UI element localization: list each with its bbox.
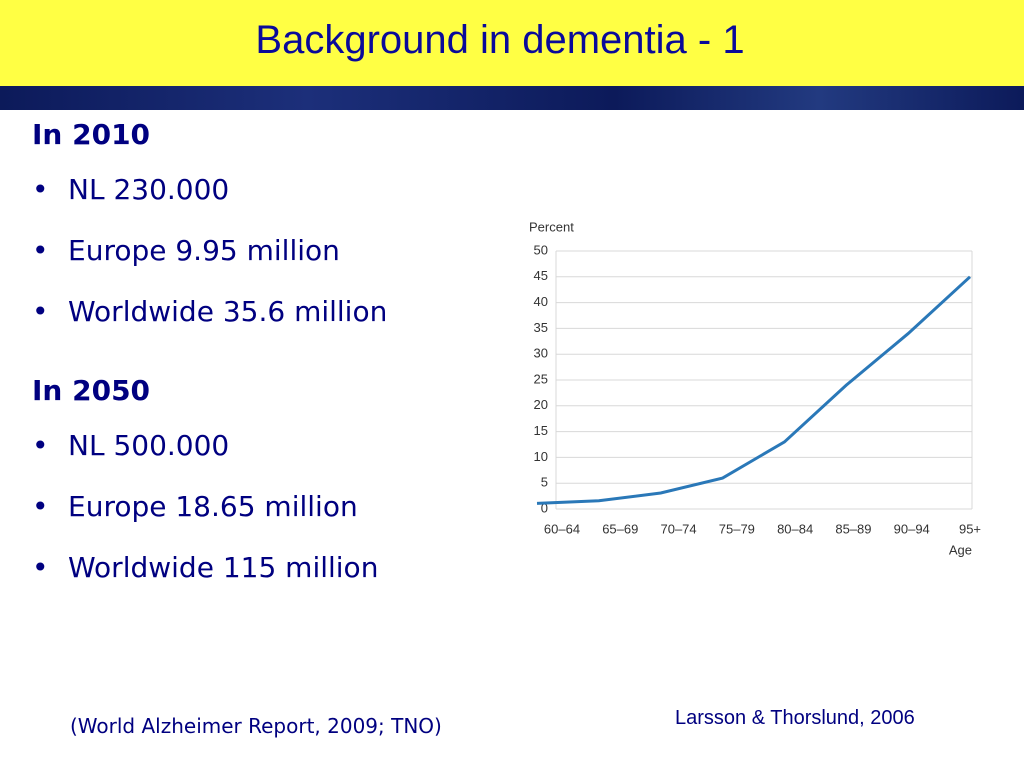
x-tick-label: 65–69 [602,521,638,536]
y-tick-label: 50 [534,242,548,257]
bullet: • Worldwide 35.6 million [32,295,388,328]
x-tick-label: 85–89 [835,521,871,536]
y-tick-label: 0 [541,500,548,515]
bullet-text: NL 500.000 [68,429,230,462]
bullet-text: NL 230.000 [68,173,230,206]
y-tick-label: 5 [541,475,548,490]
y-tick-label: 45 [534,268,548,283]
bullet-text: Worldwide 35.6 million [68,295,388,328]
section-heading: In 2050 [32,374,151,407]
bullet: • NL 230.000 [32,173,230,206]
x-axis-label: Age [949,542,972,557]
bullet: • Europe 18.65 million [32,490,358,523]
y-axis-label: Percent [529,219,574,234]
x-tick-label: 70–74 [660,521,696,536]
bullet-text: Europe 18.65 million [68,490,358,523]
header: Background in dementia - 1 [0,0,1024,86]
x-tick-label: 60–64 [544,521,580,536]
bullet-text: Europe 9.95 million [68,234,340,267]
x-tick-label: 80–84 [777,521,813,536]
section-heading: In 2010 [32,118,151,151]
bullet: • Worldwide 115 million [32,551,379,584]
x-tick-label: 75–79 [719,521,755,536]
bullet: • Europe 9.95 million [32,234,340,267]
y-tick-label: 40 [534,294,548,309]
x-tick-label: 90–94 [894,521,930,536]
data-line [536,275,972,505]
y-tick-label: 25 [534,371,548,386]
y-tick-label: 20 [534,397,548,412]
y-tick-label: 10 [534,449,548,464]
bullet: • NL 500.000 [32,429,230,462]
bullet-text: Worldwide 115 million [68,551,379,584]
y-tick-label: 15 [534,423,548,438]
y-tick-label: 35 [534,320,548,335]
note: (World Alzheimer Report, 2009; TNO) [70,714,442,738]
title: Background in dementia - 1 [255,18,745,62]
text-block: In 2010 • NL 230.000 • Europe 9.95 million • W… [32,118,387,612]
y-tick-label: 30 [534,346,548,361]
credit: Larsson & Thorslund, 2006 [675,707,915,729]
x-tick-label: 95+ [959,521,981,536]
banner [0,86,1024,110]
